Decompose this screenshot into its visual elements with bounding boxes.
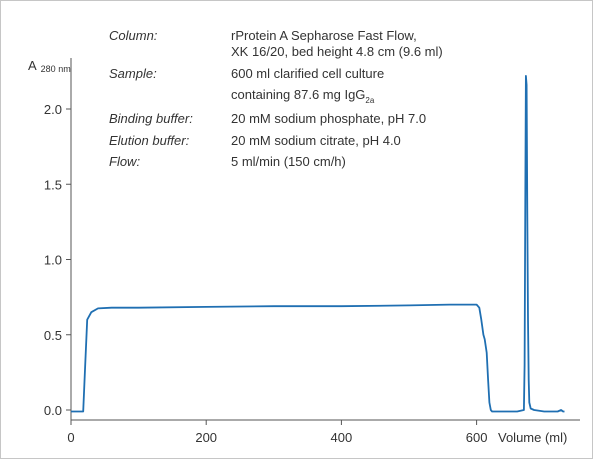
annotation-value-sample-1: 600 ml clarified cell culture	[231, 66, 384, 81]
absorbance-trace	[71, 75, 565, 413]
x-tick-label: 200	[195, 430, 217, 445]
y-tick-label: 0.5	[44, 328, 62, 343]
annotation-key-binding-buffer: Binding buffer:	[109, 111, 193, 126]
annotation-key-sample: Sample:	[109, 66, 157, 81]
y-tick-label: 0.0	[44, 403, 62, 418]
annotation-key-column: Column:	[109, 28, 158, 43]
annotation-value-sample-2: containing 87.6 mg IgG2a	[231, 87, 375, 105]
y-tick-label: 2.0	[44, 102, 62, 117]
annotation-value-column-1: rProtein A Sepharose Fast Flow,	[231, 28, 417, 43]
annotation-value-column-2: XK 16/20, bed height 4.8 cm (9.6 ml)	[231, 44, 443, 59]
annotation-value-flow: 5 ml/min (150 cm/h)	[231, 154, 346, 169]
y-tick-label: 1.5	[44, 177, 62, 192]
y-ticks: 0.0 0.5 1.0 1.5 2.0	[44, 102, 71, 418]
x-ticks: 0 200 400 600	[67, 420, 487, 445]
annotation-value-elution-buffer: 20 mM sodium citrate, pH 4.0	[231, 133, 401, 148]
y-tick-label: 1.0	[44, 253, 62, 268]
x-tick-label: 600	[466, 430, 488, 445]
x-tick-label: 0	[67, 430, 74, 445]
annotation-value-binding-buffer: 20 mM sodium phosphate, pH 7.0	[231, 111, 426, 126]
y-axis-label: A 280 nm	[28, 58, 71, 74]
x-axis-label: Volume (ml)	[498, 430, 567, 445]
run-conditions: Column: rProtein A Sepharose Fast Flow, …	[109, 28, 443, 169]
annotation-key-elution-buffer: Elution buffer:	[109, 133, 190, 148]
annotation-key-flow: Flow:	[109, 154, 140, 169]
x-tick-label: 400	[331, 430, 353, 445]
